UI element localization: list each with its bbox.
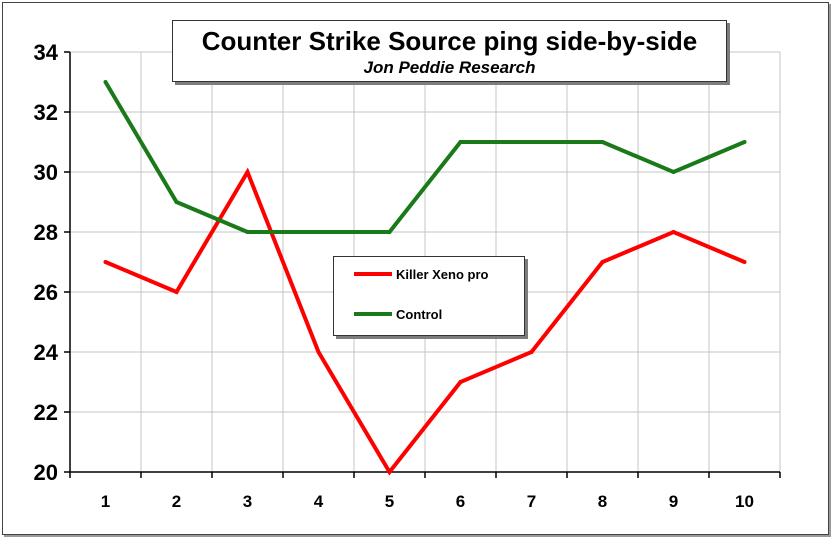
y-tick-label: 20 — [34, 460, 58, 485]
x-tick-label: 5 — [385, 492, 394, 511]
data-point-control — [387, 230, 392, 234]
chart-title-box: Counter Strike Source ping side-by-side … — [172, 20, 727, 82]
data-point-control — [600, 140, 605, 144]
data-point-killer-xeno-pro — [600, 260, 605, 264]
y-tick-label: 28 — [34, 220, 58, 245]
data-point-control — [245, 230, 250, 234]
data-point-control — [529, 140, 534, 144]
y-tick-label: 32 — [34, 100, 58, 125]
y-tick-label: 26 — [34, 280, 58, 305]
data-point-killer-xeno-pro — [174, 290, 179, 294]
chart-subtitle: Jon Peddie Research — [363, 58, 536, 77]
series-line-killer-xeno-pro — [104, 167, 746, 476]
data-point-killer-xeno-pro — [742, 260, 747, 264]
data-point-killer-xeno-pro — [671, 230, 676, 234]
data-point-control — [174, 200, 179, 204]
data-point-control — [103, 80, 108, 84]
y-tick-labels: 20 22 24 26 28 30 32 34 — [34, 40, 59, 485]
x-tick-label: 7 — [527, 492, 536, 511]
data-point-killer-xeno-pro — [103, 260, 108, 264]
x-tick-label: 4 — [314, 492, 324, 511]
legend-swatch-killer-xeno-pro — [354, 272, 392, 276]
data-point-killer-xeno-pro — [316, 350, 321, 354]
data-point-killer-xeno-pro — [387, 470, 392, 474]
x-tick-label: 6 — [456, 492, 465, 511]
x-tick-label: 9 — [669, 492, 678, 511]
x-tick-label: 1 — [101, 492, 110, 511]
legend-item-control: Control — [354, 306, 442, 322]
y-tick-label: 30 — [34, 160, 58, 185]
y-tick-label: 24 — [34, 340, 59, 365]
x-tick-label: 10 — [735, 492, 754, 511]
chart-title: Counter Strike Source ping side-by-side — [201, 26, 698, 56]
x-tick-label: 2 — [172, 492, 181, 511]
legend-swatch-control — [354, 312, 392, 316]
chart-legend: Killer Xeno pro Control — [333, 256, 525, 336]
data-point-control — [671, 170, 676, 174]
x-tick-labels: 1 2 3 4 5 6 7 8 9 10 — [101, 492, 754, 511]
data-point-killer-xeno-pro — [529, 350, 534, 354]
data-point-control — [316, 230, 321, 234]
legend-label-killer-xeno-pro: Killer Xeno pro — [396, 266, 489, 282]
data-point-control — [742, 140, 747, 144]
x-tick-label: 8 — [598, 492, 607, 511]
axes — [64, 51, 781, 478]
legend-label-control: Control — [396, 306, 443, 322]
y-tick-label: 34 — [34, 40, 59, 65]
legend-item-killer-xeno-pro: Killer Xeno pro — [354, 266, 488, 282]
data-point-killer-xeno-pro — [245, 170, 250, 174]
data-point-control — [458, 140, 463, 144]
series-lines — [103, 80, 747, 476]
data-point-killer-xeno-pro — [458, 380, 463, 384]
series-line-control — [103, 80, 746, 234]
y-tick-label: 22 — [34, 400, 58, 425]
x-tick-label: 3 — [243, 492, 252, 511]
